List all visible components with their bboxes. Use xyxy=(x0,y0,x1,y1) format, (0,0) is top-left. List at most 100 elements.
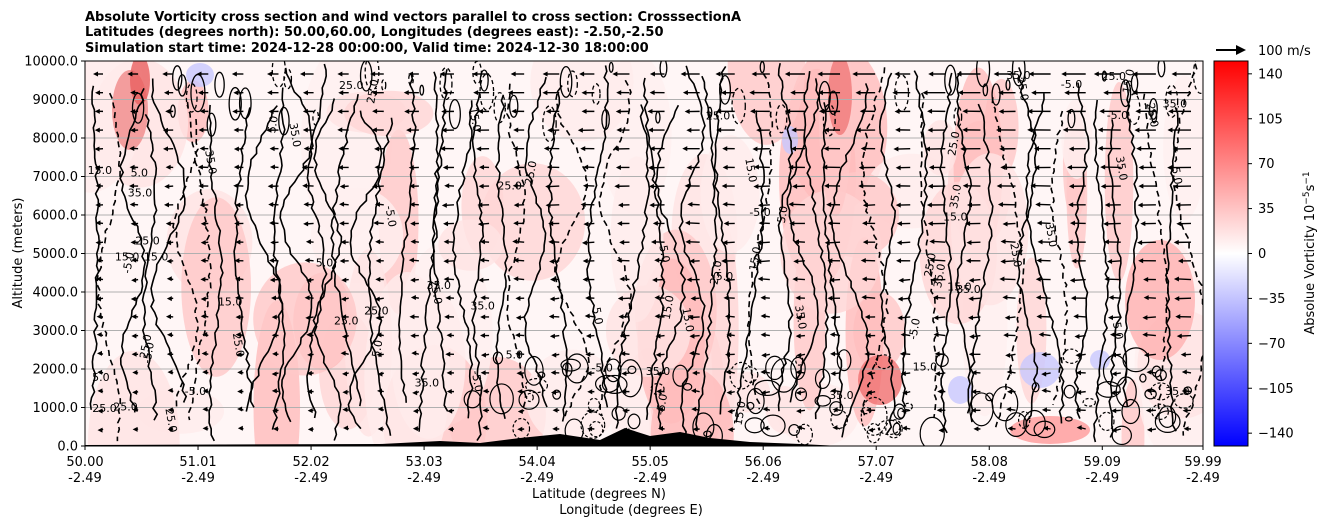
wind-vector-head xyxy=(760,369,766,375)
wind-vector-head xyxy=(1103,221,1109,227)
wind-vector-head xyxy=(131,333,137,339)
wind-vector xyxy=(513,220,525,226)
wind-vector-head xyxy=(725,369,731,375)
wind-vector-head xyxy=(587,426,593,432)
wind-vector xyxy=(760,295,770,301)
wind-vector-head xyxy=(827,220,833,226)
wind-vector-head xyxy=(443,239,449,245)
wind-vector xyxy=(442,90,454,96)
wind-vector-head xyxy=(829,277,835,283)
wind-vector xyxy=(96,350,104,356)
wind-vector-head xyxy=(998,90,1004,96)
wind-vector-head xyxy=(855,90,861,96)
contour-loop xyxy=(283,68,293,90)
wind-vector-shaft xyxy=(865,296,876,299)
wind-vector-shaft xyxy=(623,278,630,281)
wind-vector-shaft xyxy=(971,316,981,319)
vorticity-patch xyxy=(780,190,882,314)
contour-loop xyxy=(611,406,626,421)
wind-vector-head xyxy=(1145,407,1151,413)
wind-vector-head xyxy=(233,183,239,189)
wind-vector-head xyxy=(1076,425,1082,431)
wind-vector-head xyxy=(649,71,655,77)
wind-vector-shaft xyxy=(587,222,595,225)
wind-vector-head xyxy=(1041,351,1047,357)
wind-vector-shaft xyxy=(760,260,770,263)
wind-vector-head xyxy=(938,427,944,433)
colorbar-tick-label: −35 xyxy=(1258,292,1285,307)
wind-vector-head xyxy=(620,351,626,357)
wind-vector xyxy=(1145,407,1156,413)
contour-label: 15.0 xyxy=(144,250,169,263)
wind-vector-head xyxy=(1093,71,1099,77)
wind-vector xyxy=(545,184,560,190)
wind-vector xyxy=(651,239,665,245)
wind-vector-head xyxy=(866,370,872,376)
wind-vector xyxy=(548,221,560,227)
wind-vector-head xyxy=(232,108,238,114)
wind-vector-head xyxy=(621,371,627,377)
wind-vector-head xyxy=(339,201,345,207)
contour-label: 25.0 xyxy=(364,78,381,104)
wind-vector-head xyxy=(648,183,654,189)
contour-loop xyxy=(770,358,798,393)
wind-vector xyxy=(970,407,981,413)
contour-loop xyxy=(601,374,628,395)
wind-vector-head xyxy=(656,388,662,394)
wind-vector-head xyxy=(374,201,380,207)
wind-vector-head xyxy=(302,90,308,96)
wind-vector-head xyxy=(550,276,556,282)
wind-vector-head xyxy=(1031,90,1037,96)
wind-vector xyxy=(167,407,174,413)
wind-vector-head xyxy=(934,351,940,357)
wind-vector-head xyxy=(234,221,240,227)
contour-line xyxy=(244,105,284,412)
contour-label: 25.0 xyxy=(364,304,389,317)
vorticity-patch xyxy=(611,361,650,446)
wind-vector xyxy=(689,333,700,339)
wind-vector-head xyxy=(445,351,451,357)
wind-vector-head xyxy=(933,315,939,321)
wind-vector-head xyxy=(202,369,208,375)
wind-vector xyxy=(722,201,735,207)
wind-vector-head xyxy=(616,90,622,96)
contour-label: 25.0 xyxy=(162,407,179,433)
wind-vector xyxy=(577,127,595,133)
wind-vector-head xyxy=(1180,352,1186,358)
contour-label: -5.0 xyxy=(654,393,671,416)
wind-vector-shaft xyxy=(1177,278,1192,281)
contour-label: 15.0 xyxy=(218,296,243,309)
wind-vector xyxy=(926,202,946,208)
wind-vector-head xyxy=(647,127,653,133)
title-line-2: Latitudes (degrees north): 50.00,60.00, … xyxy=(85,25,664,40)
wind-vector xyxy=(686,165,700,171)
wind-vector xyxy=(622,408,630,414)
wind-vector-head xyxy=(1108,315,1114,321)
wind-vector xyxy=(652,277,665,283)
wind-vector xyxy=(725,352,735,358)
wind-vector xyxy=(1003,332,1016,338)
wind-vector-head xyxy=(1103,90,1109,96)
wind-vector xyxy=(722,240,735,246)
wind-vector-head xyxy=(929,238,935,244)
wind-vector xyxy=(902,390,911,396)
wind-vector-shaft xyxy=(1114,390,1121,394)
wind-vector-head xyxy=(927,183,933,189)
contour-line xyxy=(1164,106,1179,432)
contour-line xyxy=(695,75,718,431)
x-tick-lat: 52.02 xyxy=(292,455,329,470)
contour-line xyxy=(150,78,188,403)
contour-label: 5.0 xyxy=(506,349,524,362)
contour-label: -5.0 xyxy=(382,205,399,228)
contour-line xyxy=(821,102,843,409)
wind-vector xyxy=(686,277,700,283)
wind-vector xyxy=(649,146,665,152)
wind-vector-head xyxy=(968,351,974,357)
wind-vector-head xyxy=(1007,389,1013,395)
wind-vector-head xyxy=(1143,352,1149,358)
contour-label: 5.0 xyxy=(92,371,110,384)
wind-vector xyxy=(749,90,770,96)
contour-label: 5.0 xyxy=(316,256,334,269)
contour-label: 15.0 xyxy=(943,210,968,223)
